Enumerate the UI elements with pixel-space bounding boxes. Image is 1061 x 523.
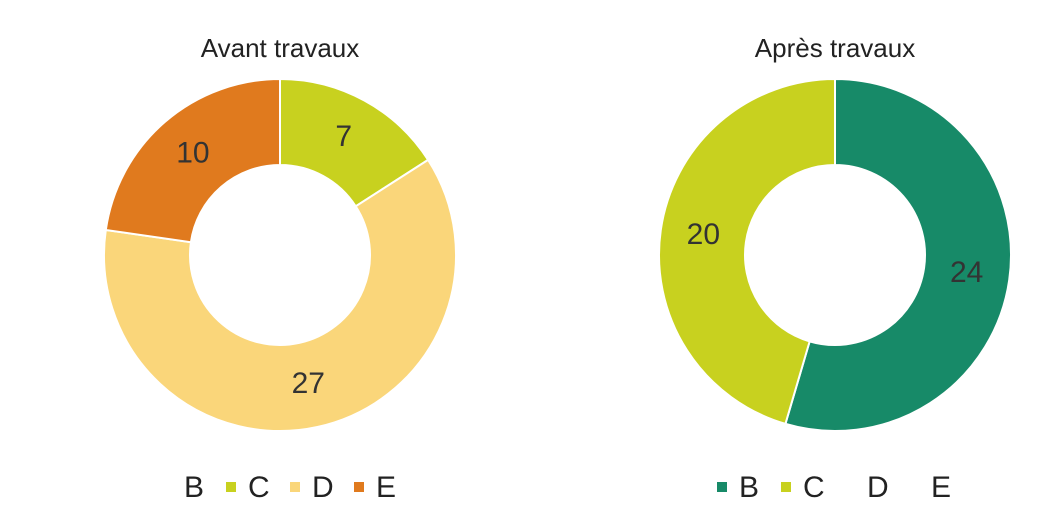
legend-swatch [781,482,791,492]
legend-label: E [931,471,951,504]
legend-swatch [717,482,727,492]
legend-swatch [226,482,236,492]
data-label: 20 [687,218,720,251]
chart-title: Après travaux [755,33,915,63]
legend-label: C [803,471,825,504]
donut-slice [104,77,281,244]
legend-label: C [248,471,270,504]
legend-label: B [739,471,759,504]
chart-title: Avant travaux [201,33,360,63]
legend-swatch [354,482,364,492]
legend-label: E [376,471,396,504]
donut-slice [103,158,457,432]
legend-label: B [184,471,204,504]
data-label: 10 [176,136,209,169]
legend-label: D [867,471,889,504]
legend-label: D [312,471,334,504]
data-label: 27 [292,367,325,400]
data-label: 24 [950,256,983,289]
data-label: 7 [335,120,352,153]
legend-swatch [290,482,300,492]
donut-slice [658,77,836,426]
donut-slice [784,77,1012,432]
